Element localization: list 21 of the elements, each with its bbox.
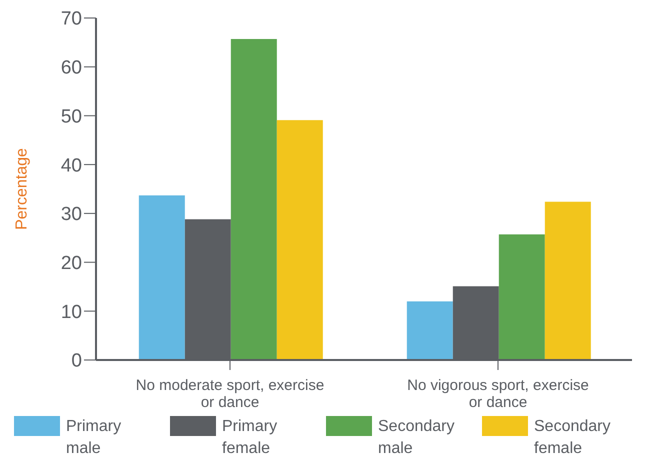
bar: [544, 202, 591, 360]
x-tick-label: No moderate sport, exercise or dance: [136, 377, 324, 411]
x-tick-label: No vigorous sport, exercise or dance: [407, 377, 589, 411]
y-tick-label: 20: [60, 253, 82, 274]
legend-label: Secondary female: [534, 417, 612, 459]
legend-label: Primary male: [66, 417, 122, 459]
y-tick-label: 60: [60, 58, 82, 79]
legend-label: Primary female: [222, 417, 278, 459]
y-tick-label: 30: [60, 204, 82, 226]
y-axis-title: Percentage: [14, 148, 31, 230]
bar: [498, 234, 545, 360]
y-tick-label: 70: [60, 8, 82, 30]
bar: [276, 120, 323, 360]
y-tick-label: 10: [60, 302, 82, 323]
bar: [230, 39, 277, 360]
legend-label: Secondary male: [378, 417, 456, 459]
bar: [406, 301, 453, 360]
y-tick-label: 0: [71, 350, 82, 372]
y-tick-label: 40: [60, 155, 82, 176]
bar: [138, 195, 185, 360]
y-tick-label: 50: [60, 106, 82, 128]
